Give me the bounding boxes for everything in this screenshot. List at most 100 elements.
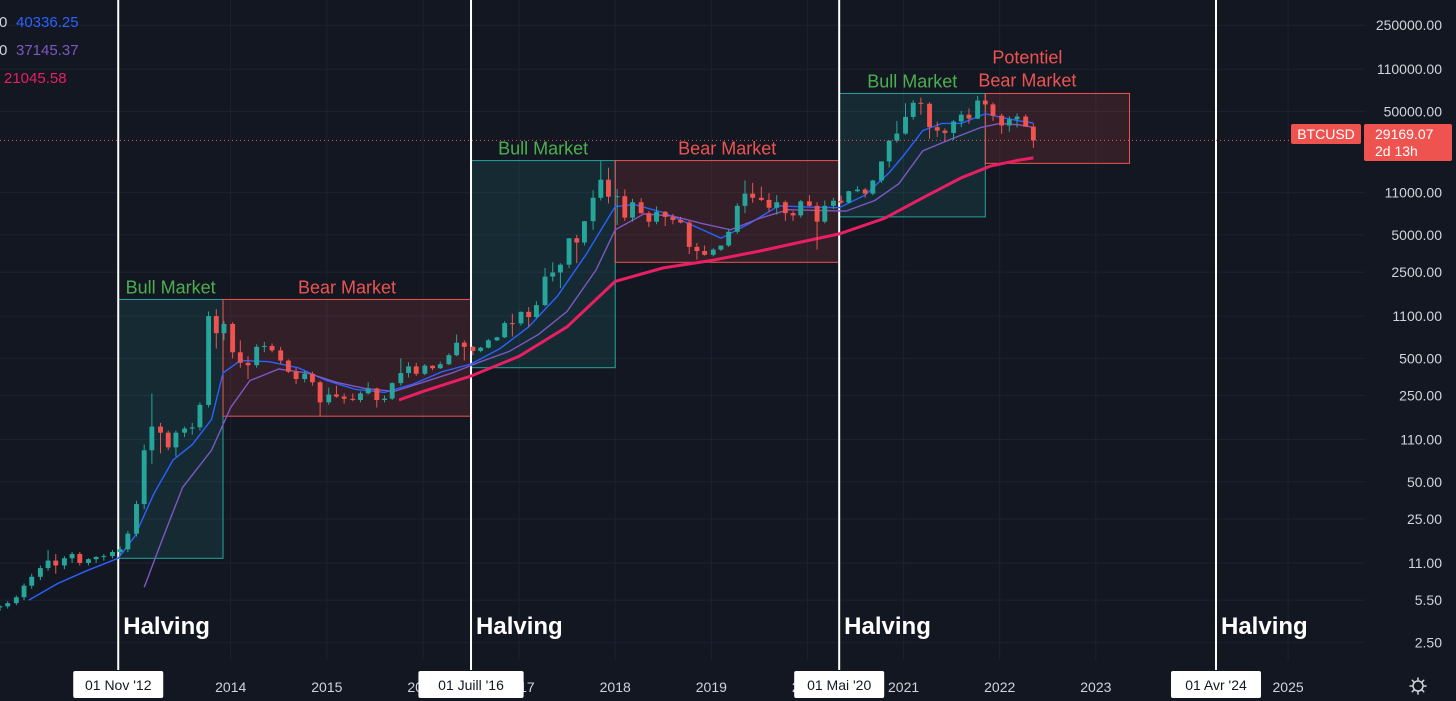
- candle-down: [509, 313, 515, 337]
- zone-label: Potentiel Bear Market: [978, 47, 1076, 90]
- candle-up: [125, 530, 131, 552]
- candle-body: [309, 373, 315, 383]
- candle-up: [197, 402, 203, 431]
- candle-body: [654, 211, 659, 222]
- candle-body: [213, 316, 219, 334]
- halving-line-layer: [117, 0, 1218, 670]
- legend-prefix: 0: [0, 42, 7, 59]
- candle-body: [942, 130, 948, 133]
- candle-up: [718, 245, 724, 252]
- candle-down: [662, 211, 668, 227]
- candle-up: [502, 321, 508, 339]
- candle-down: [966, 108, 972, 124]
- x-axis[interactable]: 2014201520162017201820192020202120222023…: [73, 671, 1304, 698]
- candle-body: [206, 316, 212, 405]
- candle-up: [590, 190, 596, 230]
- halving-label: Halving: [123, 613, 210, 640]
- candle-down: [838, 195, 844, 205]
- candle-body: [622, 196, 628, 218]
- x-tick-label: 2014: [215, 679, 246, 695]
- candle-body: [774, 202, 780, 208]
- candle-up: [446, 353, 452, 366]
- candle-body: [614, 196, 620, 198]
- candle-body: [117, 549, 123, 552]
- candle-body: [406, 366, 411, 374]
- candle-body: [918, 102, 924, 104]
- candle-up: [261, 341, 267, 353]
- candle-up: [189, 422, 195, 435]
- candle-body: [710, 249, 716, 255]
- candle-up: [206, 311, 212, 408]
- candle-body: [221, 323, 227, 334]
- candle-up: [566, 238, 572, 268]
- candle-up: [855, 186, 860, 193]
- candle-down: [574, 234, 580, 264]
- candle-up: [422, 364, 428, 376]
- candle-down: [317, 380, 323, 417]
- candle-body: [29, 576, 35, 586]
- candle-up: [85, 558, 91, 566]
- y-tick-label: 11.00: [1408, 555, 1442, 571]
- gear-icon[interactable]: [1409, 677, 1427, 695]
- price-badge-price: 29169.07: [1375, 126, 1434, 142]
- candle-body: [53, 560, 59, 566]
- candle-body: [173, 432, 179, 448]
- candle-down: [670, 213, 676, 225]
- candle-up: [5, 601, 11, 609]
- candle-body: [45, 560, 51, 569]
- candle-body: [494, 337, 500, 341]
- bear-market-zone: [984, 92, 1130, 164]
- candle-down: [165, 430, 171, 451]
- candle-body: [927, 103, 932, 128]
- candle-body: [966, 114, 972, 119]
- y-axis[interactable]: 2.50 5.50 11.00 25.00 50.00 110.00 250.00 500.0…: [1376, 17, 1442, 650]
- candle-body: [990, 104, 996, 116]
- candle-down: [646, 211, 652, 227]
- candle-body: [182, 428, 188, 433]
- candle-body: [557, 264, 563, 273]
- halving-date-badge: [794, 671, 885, 698]
- candle-up: [454, 334, 460, 357]
- candle-body: [718, 245, 724, 250]
- y-tick-label: 110.00: [1400, 432, 1442, 448]
- halving-date-label: 01 Juill '16: [438, 677, 504, 693]
- candle-down: [927, 102, 932, 139]
- candle-down: [862, 187, 868, 198]
- candle-up: [37, 565, 43, 581]
- candle-body: [278, 350, 284, 361]
- candle-down: [230, 322, 236, 359]
- candle-up: [951, 120, 957, 141]
- candle-down: [350, 393, 356, 402]
- candle-up: [1006, 116, 1012, 132]
- y-tick-label: 2500.00: [1391, 264, 1442, 280]
- candle-body: [158, 426, 163, 433]
- candle-body: [903, 116, 908, 134]
- candle-up: [614, 188, 620, 226]
- candle-body: [398, 373, 404, 384]
- candle-body: [485, 340, 491, 348]
- candle-up: [221, 321, 227, 341]
- candle-down: [782, 200, 788, 221]
- candle-body: [237, 352, 243, 363]
- candle-down: [790, 211, 796, 221]
- legend-value: 40336.25: [16, 14, 79, 31]
- candle-body: [317, 382, 323, 403]
- y-tick-label: 11000.00: [1385, 185, 1443, 201]
- candle-down: [461, 340, 467, 361]
- candle-body: [934, 127, 940, 131]
- candle-down: [942, 128, 948, 142]
- candle-down: [413, 362, 419, 376]
- candle-down: [430, 365, 436, 371]
- candle-down: [269, 343, 275, 353]
- candle-up: [29, 573, 35, 589]
- candle-down: [213, 309, 219, 349]
- candle-up: [478, 346, 484, 353]
- candle-up: [726, 228, 732, 247]
- y-tick-label: 1100.00: [1392, 308, 1442, 324]
- x-tick-label: 2019: [696, 679, 727, 695]
- y-tick-label: 500.00: [1399, 350, 1442, 366]
- candle-down: [990, 102, 996, 121]
- bull-market-zone: [470, 160, 616, 369]
